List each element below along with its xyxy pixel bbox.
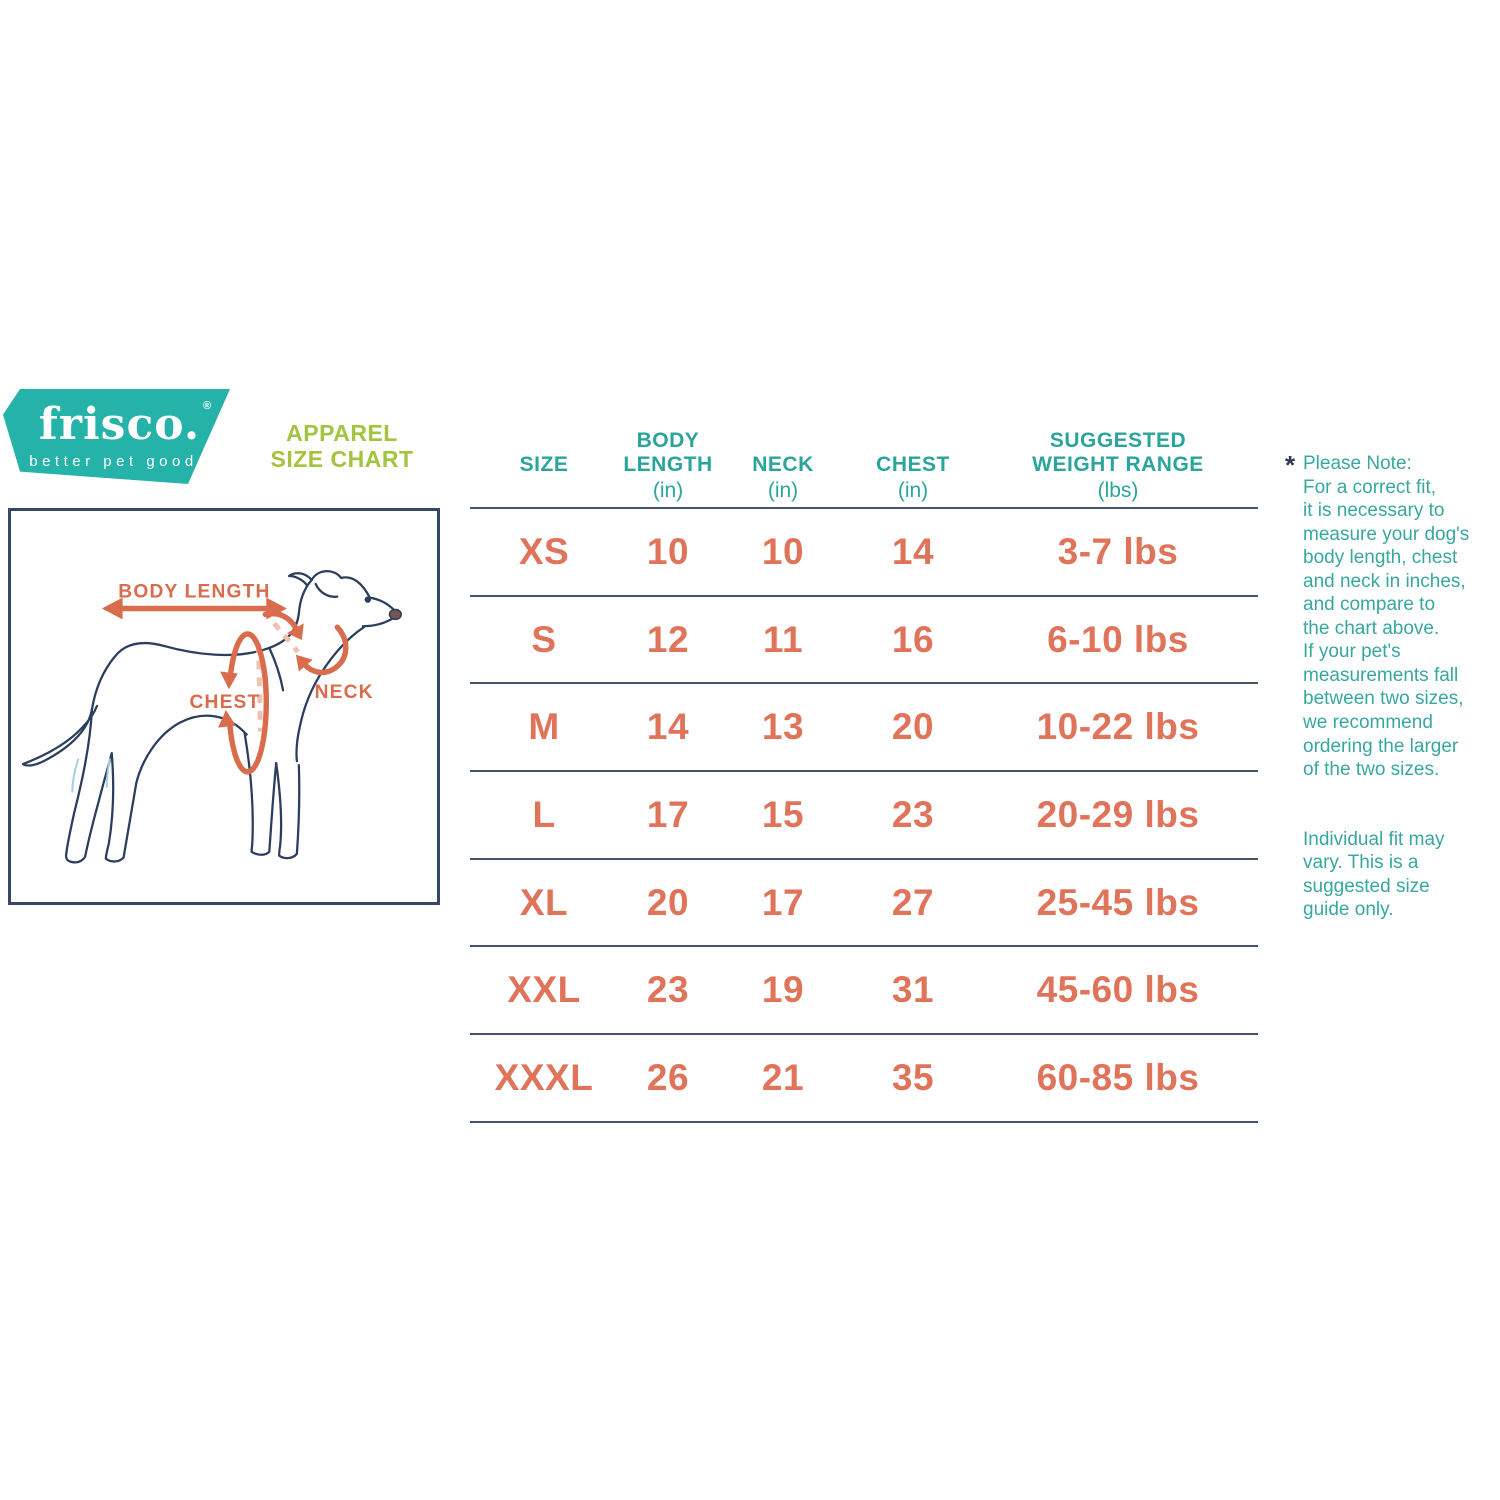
dog-outline bbox=[21, 570, 398, 864]
header-weight-range: SUGGESTED WEIGHT RANGE (lbs) bbox=[1032, 429, 1204, 502]
size-value: L bbox=[532, 793, 556, 835]
dog-eye bbox=[364, 596, 371, 603]
logo-tagline: better pet goods bbox=[29, 453, 210, 470]
neck-value: 15 bbox=[761, 793, 805, 835]
logo-wordmark: frisco. bbox=[38, 399, 201, 450]
size-value: XS bbox=[518, 530, 570, 572]
note-paragraph-1: Please Note: For a correct fit, it is ne… bbox=[1303, 453, 1470, 781]
header-body-length: BODY LENGTH (in) bbox=[623, 429, 713, 502]
body-length-label: BODY LENGTH bbox=[118, 582, 270, 603]
table-row: XXXL 26 21 35 60-85 lbs bbox=[470, 1033, 1258, 1123]
neck-value: 11 bbox=[762, 618, 804, 660]
neck-value: 19 bbox=[761, 969, 805, 1011]
asterisk-mark: * bbox=[1285, 450, 1296, 480]
fit-note: * Please Note: For a correct fit, it is … bbox=[1285, 450, 1500, 922]
dog-diagram-svg: BODY LENGTH CHEST NECK bbox=[21, 570, 403, 864]
table-row: L 17 15 23 20-29 lbs bbox=[470, 770, 1258, 858]
neck-value: 17 bbox=[761, 881, 805, 923]
size-value: XXXL bbox=[494, 1056, 594, 1098]
neck-value: 21 bbox=[761, 1056, 805, 1098]
body-length-value: 20 bbox=[646, 881, 690, 923]
dog-measurement-diagram: BODY LENGTH CHEST NECK bbox=[8, 508, 440, 905]
chest-value: 27 bbox=[891, 881, 935, 923]
neck-hidden-dashed-line bbox=[272, 621, 300, 654]
weight-value: 60-85 lbs bbox=[1036, 1056, 1200, 1098]
header-neck: NECK (in) bbox=[752, 453, 814, 502]
weight-value: 10-22 lbs bbox=[1036, 706, 1200, 748]
frisco-logo-banner: frisco. ® better pet goods bbox=[3, 389, 230, 484]
table-row: XXL 23 19 31 45-60 lbs bbox=[470, 945, 1258, 1033]
body-length-value: 26 bbox=[646, 1056, 690, 1098]
table-row: XS 10 10 14 3-7 lbs bbox=[470, 507, 1258, 595]
weight-value: 45-60 lbs bbox=[1036, 969, 1200, 1011]
header-chest: CHEST (in) bbox=[876, 453, 950, 502]
size-value: XL bbox=[519, 881, 569, 923]
dog-accent-strokes bbox=[71, 758, 111, 793]
body-length-value: 12 bbox=[646, 618, 690, 660]
body-length-value: 14 bbox=[646, 706, 690, 748]
neck-label: NECK bbox=[315, 682, 374, 703]
neck-value: 13 bbox=[761, 706, 805, 748]
size-value: XXL bbox=[507, 969, 581, 1011]
body-length-value: 10 bbox=[646, 530, 690, 572]
weight-value: 3-7 lbs bbox=[1057, 530, 1179, 572]
registered-mark: ® bbox=[203, 400, 213, 412]
chest-value: 31 bbox=[891, 969, 935, 1011]
table-header-row: SIZE BODY LENGTH (in) NECK (in) CHEST (i… bbox=[470, 412, 1258, 507]
neck-value: 10 bbox=[761, 530, 805, 572]
size-value: S bbox=[531, 618, 557, 660]
chest-value: 20 bbox=[891, 706, 935, 748]
header-size: SIZE bbox=[519, 453, 569, 477]
chest-value: 35 bbox=[891, 1056, 935, 1098]
chest-value: 16 bbox=[891, 618, 935, 660]
body-length-value: 17 bbox=[646, 793, 690, 835]
table-row: XL 20 17 27 25-45 lbs bbox=[470, 857, 1258, 946]
frisco-logo-text: frisco. ® bbox=[39, 401, 211, 447]
table-body: XS 10 10 14 3-7 lbs S 12 11 16 6-10 lbs … bbox=[470, 507, 1258, 1123]
size-value: M bbox=[528, 706, 560, 748]
note-paragraph-2: Individual fit may vary. This is a sugge… bbox=[1303, 828, 1445, 921]
weight-value: 6-10 lbs bbox=[1047, 618, 1189, 660]
apparel-size-table: SIZE BODY LENGTH (in) NECK (in) CHEST (i… bbox=[470, 412, 1258, 1123]
neck-girth-arrow bbox=[262, 611, 349, 676]
chest-label: CHEST bbox=[190, 692, 261, 713]
chest-hidden-dashed-line bbox=[256, 643, 263, 732]
chest-value: 14 bbox=[891, 530, 935, 572]
page-title: APPAREL SIZE CHART bbox=[270, 420, 414, 472]
weight-value: 20-29 lbs bbox=[1036, 793, 1200, 835]
dog-nose bbox=[388, 608, 403, 621]
chest-girth-arrow bbox=[218, 631, 269, 775]
weight-value: 25-45 lbs bbox=[1036, 881, 1200, 923]
chest-value: 23 bbox=[891, 793, 935, 835]
table-row: M 14 13 20 10-22 lbs bbox=[470, 682, 1258, 770]
table-row: S 12 11 16 6-10 lbs bbox=[470, 594, 1258, 683]
body-length-value: 23 bbox=[646, 969, 690, 1011]
